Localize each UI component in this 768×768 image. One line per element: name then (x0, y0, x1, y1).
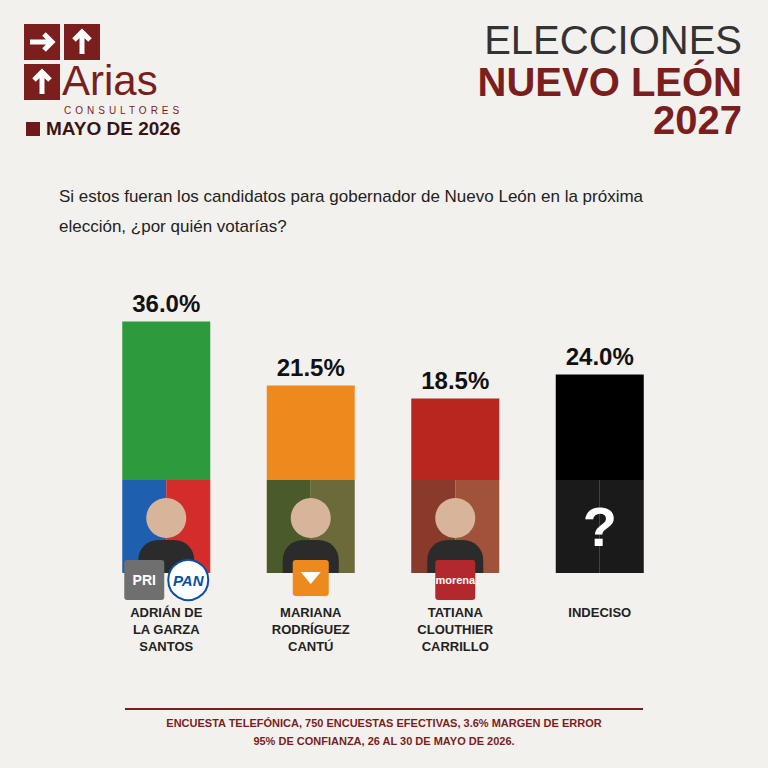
html-text:2027: 2027 (653, 98, 742, 142)
svg-text:PAN: PAN (173, 572, 205, 589)
html-text:NUEVO LEÓN: NUEVO LEÓN (477, 60, 742, 104)
svg-text:21.5%: 21.5% (277, 354, 345, 381)
html-text:Arias: Arias (62, 57, 158, 104)
svg-text:morena: morena (435, 574, 476, 586)
svg-text:MARIANA: MARIANA (280, 605, 342, 620)
html-text:ENCUESTA TELEFÓNICA, 750 ENCUE: ENCUESTA TELEFÓNICA, 750 ENCUESTAS EFECT… (166, 717, 602, 729)
svg-text:TATIANA: TATIANA (428, 605, 484, 620)
svg-text:?: ? (583, 495, 617, 558)
html-text:ELECCIONES: ELECCIONES (484, 18, 742, 62)
svg-text:LA GARZA: LA GARZA (133, 622, 200, 637)
svg-text:36.0%: 36.0% (132, 290, 200, 317)
svg-text:ADRIÁN DE: ADRIÁN DE (130, 605, 203, 620)
html-text:CONSULTORES: CONSULTORES (64, 105, 184, 116)
svg-text:CARRILLO: CARRILLO (422, 639, 489, 654)
svg-text:CANTÚ: CANTÚ (288, 639, 334, 654)
svg-text:elección, ¿por quién votarías?: elección, ¿por quién votarías? (59, 217, 287, 236)
svg-text:INDECISO: INDECISO (568, 605, 631, 620)
svg-text:CLOUTHIER: CLOUTHIER (417, 622, 493, 637)
html-text:MAYO DE 2026: MAYO DE 2026 (46, 118, 181, 139)
svg-text:PRI: PRI (133, 572, 156, 588)
svg-text:18.5%: 18.5% (421, 367, 489, 394)
svg-text:24.0%: 24.0% (566, 343, 634, 370)
html-text:95% DE CONFIANZA, 26 AL 30 DE: 95% DE CONFIANZA, 26 AL 30 DE MAYO DE 20… (253, 735, 515, 747)
svg-text:RODRÍGUEZ: RODRÍGUEZ (272, 622, 350, 637)
svg-text:SANTOS: SANTOS (139, 639, 193, 654)
svg-text:Si estos fueran los candidatos: Si estos fueran los candidatos para gobe… (59, 187, 648, 206)
